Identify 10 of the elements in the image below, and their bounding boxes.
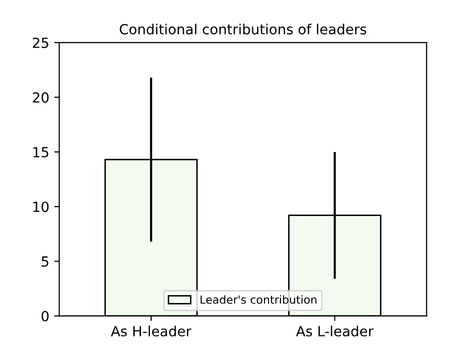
y-tick-label: 25 <box>32 38 48 48</box>
y-tick-label: 5 <box>42 256 48 267</box>
y-tick-label: 15 <box>33 147 48 158</box>
x-tick-label: As H-leader <box>110 326 192 336</box>
y-tick-label: 0 <box>42 310 49 322</box>
legend-label: Leader's contribution <box>200 295 316 304</box>
x-tick-label: As L-leader <box>296 326 374 336</box>
y-tick-label: 20 <box>32 92 49 103</box>
chart-title: Conditional contributions of leaders <box>120 24 366 34</box>
y-tick-label: 10 <box>33 202 49 212</box>
